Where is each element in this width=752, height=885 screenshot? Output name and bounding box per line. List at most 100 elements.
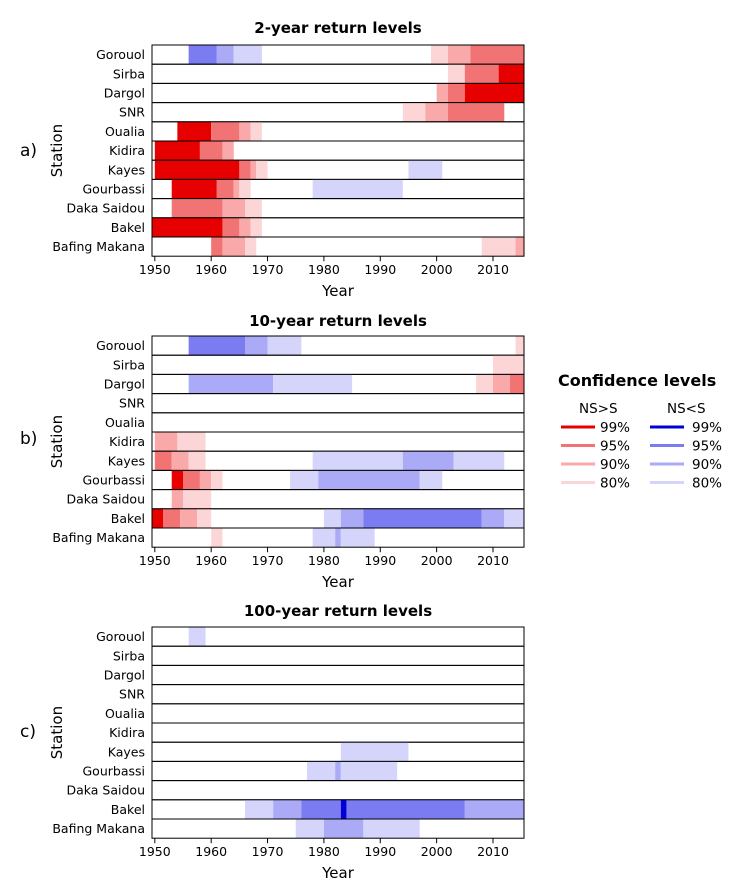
x-tick-label: 1960 bbox=[195, 553, 227, 568]
station-label: Kayes bbox=[108, 453, 145, 468]
station-label: Kidira bbox=[109, 725, 145, 740]
segment bbox=[340, 528, 375, 548]
segment bbox=[222, 141, 234, 161]
segment bbox=[163, 508, 181, 528]
segment bbox=[239, 160, 251, 180]
panel-label: b) bbox=[20, 429, 37, 449]
segment bbox=[335, 528, 341, 548]
station-row bbox=[151, 780, 525, 801]
segment bbox=[363, 508, 482, 528]
panel-title: 100-year return levels bbox=[244, 602, 432, 620]
legend-col-ns-lt-s: NS<S bbox=[667, 401, 706, 417]
segment bbox=[152, 217, 223, 237]
segment bbox=[199, 470, 212, 490]
legend-level-label: 99% bbox=[600, 420, 630, 436]
panel-label: a) bbox=[20, 141, 37, 161]
segment bbox=[171, 179, 217, 199]
segment bbox=[211, 470, 223, 490]
segment bbox=[340, 508, 364, 528]
station-row bbox=[151, 236, 525, 257]
station-label: Bakel bbox=[111, 802, 145, 817]
segment bbox=[453, 451, 505, 471]
segment bbox=[307, 761, 336, 781]
segment bbox=[290, 470, 319, 490]
station-label: Gourbassi bbox=[83, 473, 146, 488]
segment bbox=[154, 451, 172, 471]
segment bbox=[250, 217, 262, 237]
segment bbox=[301, 799, 341, 819]
segment bbox=[152, 508, 164, 528]
station-row bbox=[151, 741, 525, 762]
station-row bbox=[151, 431, 525, 452]
segment bbox=[346, 799, 465, 819]
segment bbox=[250, 160, 257, 180]
x-tick-label: 1990 bbox=[364, 844, 396, 859]
segment bbox=[256, 160, 268, 180]
panel-c: 100-year return levels c) Station Gorouol Si… bbox=[20, 602, 525, 882]
segment bbox=[447, 102, 505, 122]
segment bbox=[295, 819, 324, 839]
segment bbox=[197, 508, 212, 528]
segment bbox=[171, 489, 183, 509]
segment bbox=[222, 198, 245, 218]
station-label: Kidira bbox=[109, 143, 145, 158]
segment bbox=[245, 799, 274, 819]
segment bbox=[402, 451, 454, 471]
station-label: Bakel bbox=[111, 220, 145, 235]
segment bbox=[183, 489, 212, 509]
segment bbox=[177, 432, 206, 452]
segment bbox=[250, 121, 262, 141]
segment bbox=[464, 799, 524, 819]
segment bbox=[233, 179, 240, 199]
segment bbox=[493, 374, 510, 394]
segment bbox=[188, 451, 206, 471]
station-row bbox=[151, 684, 525, 705]
x-axis-label: Year bbox=[321, 864, 355, 882]
segment bbox=[222, 237, 245, 257]
x-tick-label: 2010 bbox=[477, 262, 509, 277]
segment bbox=[199, 141, 223, 161]
x-tick-label: 2000 bbox=[421, 262, 453, 277]
legend-level-label: 90% bbox=[692, 457, 722, 473]
segment bbox=[245, 237, 257, 257]
segment bbox=[340, 742, 409, 762]
segment bbox=[211, 121, 240, 141]
segment bbox=[211, 237, 223, 257]
segment bbox=[447, 45, 471, 65]
station-row bbox=[151, 626, 525, 647]
x-tick-label: 1970 bbox=[252, 844, 284, 859]
x-tick-label: 1970 bbox=[252, 553, 284, 568]
x-axis-label: Year bbox=[321, 573, 355, 591]
station-label: Daka Saidou bbox=[66, 492, 145, 507]
segment bbox=[363, 819, 420, 839]
segment bbox=[312, 179, 403, 199]
station-row bbox=[151, 722, 525, 743]
station-label: Kidira bbox=[109, 434, 145, 449]
segment bbox=[177, 121, 212, 141]
x-tick-label: 2000 bbox=[421, 844, 453, 859]
x-tick-label: 1950 bbox=[139, 553, 171, 568]
segment bbox=[340, 761, 398, 781]
legend-level-label: 95% bbox=[600, 439, 630, 455]
segment bbox=[323, 819, 364, 839]
x-tick-label: 1980 bbox=[308, 844, 340, 859]
segment bbox=[408, 160, 443, 180]
legend-level-label: 80% bbox=[600, 476, 630, 492]
segment bbox=[470, 45, 524, 65]
segment bbox=[464, 83, 524, 103]
station-label: SNR bbox=[119, 687, 145, 702]
segment bbox=[481, 508, 505, 528]
segment bbox=[335, 761, 341, 781]
segment bbox=[171, 451, 189, 471]
legend-title: Confidence levels bbox=[558, 371, 716, 390]
segment bbox=[464, 64, 499, 84]
segment bbox=[425, 102, 448, 122]
segment bbox=[323, 508, 341, 528]
segment bbox=[273, 799, 302, 819]
segment bbox=[318, 470, 420, 490]
segment bbox=[183, 470, 200, 490]
segment bbox=[267, 336, 302, 356]
station-row bbox=[151, 703, 525, 724]
segment bbox=[188, 45, 217, 65]
station-row bbox=[151, 412, 525, 433]
